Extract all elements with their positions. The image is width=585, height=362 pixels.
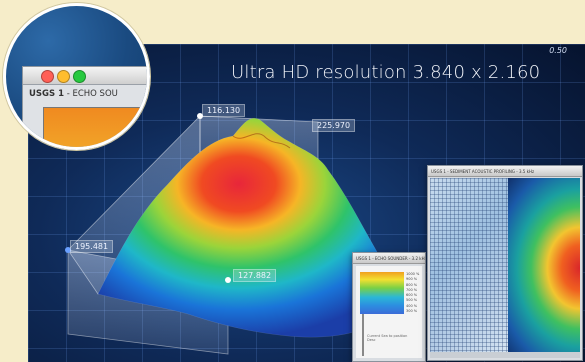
terrain-3d-view[interactable] [28,44,585,362]
callout-peak-right: 225.970 [312,119,356,132]
callout-front: 127.882 [233,269,277,282]
terrain-ridge [232,133,291,149]
close-button-icon[interactable] [41,70,54,83]
echo-sounder-window[interactable]: USGS 1 - ECHO SOUNDER - 3.2 kHz 1000 % 9… [352,252,426,362]
sediment-profile-window[interactable]: USGS 1 - SEDIMENT ACOUSTIC PROFILING - 3… [427,165,583,361]
marker-left [65,247,71,253]
echo-caption: Current Sea to position Desc [367,334,408,342]
echo-tick: 1000 % [406,272,420,276]
profile-window-titlebar[interactable]: USGS 1 - SEDIMENT ACOUSTIC PROFILING - 3… [428,166,582,177]
profile-window-body [430,178,580,358]
profile-heatmap-view[interactable] [508,178,580,358]
echo-depth-slider[interactable] [362,314,364,356]
marker-peak-left [197,113,203,119]
lens-window: USGS 1 - ECHO SOU [22,66,147,147]
scale-readout: 0.50 [549,46,567,55]
magnifier-lens: USGS 1 - ECHO SOU [3,3,150,150]
echo-tick: 300 % [406,309,418,314]
echo-color-scale [360,272,404,314]
lens-title-rest: - ECHO SOU [64,89,118,99]
headline: Ultra HD resolution 3.840 x 2.160 [231,62,541,83]
profile-mesh-view[interactable] [430,178,508,358]
echo-tick: 600 % [406,293,418,298]
callout-left: 195.481 [70,240,114,253]
echo-tick: 800 % [406,282,418,287]
profile-status-bar [430,352,580,358]
marker-front [225,277,231,283]
zoom-button-icon[interactable] [73,70,86,83]
echo-tick: 500 % [406,298,418,303]
echo-scale-ticks: 1000 % 900 % 800 % 700 % 600 % 500 % 400… [406,272,419,314]
callout-peak-left: 116.130 [202,104,246,117]
echo-window-body: 1000 % 900 % 800 % 700 % 600 % 500 % 400… [356,266,422,358]
minimize-button-icon[interactable] [57,70,70,83]
echo-tick: 700 % [406,287,418,292]
echo-tick: 900 % [406,277,418,282]
echo-tick: 400 % [406,303,418,308]
lens-title-bold: USGS 1 [29,89,64,99]
lens-window-titlebar [23,67,147,85]
terrain-surface [97,118,392,338]
lens-window-title: USGS 1 - ECHO SOU [29,89,118,99]
lens-window-content [43,107,147,147]
echo-window-titlebar[interactable]: USGS 1 - ECHO SOUNDER - 3.2 kHz [353,253,425,264]
